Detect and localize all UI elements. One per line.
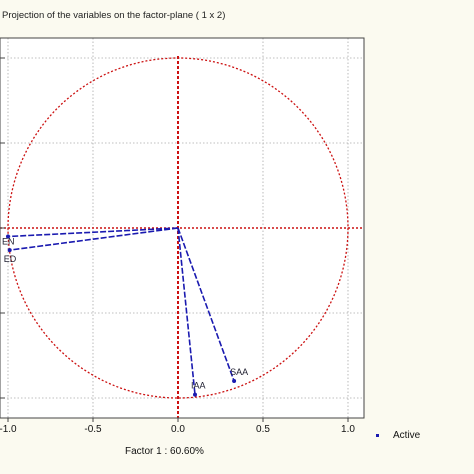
vector-ed	[9, 227, 179, 251]
point-label-en: EN	[2, 237, 15, 247]
point-saa	[232, 379, 237, 383]
chart-title: Projection of the variables on the facto…	[2, 10, 226, 21]
point-label-iaa: IAA	[191, 381, 206, 391]
point-iaa	[193, 392, 197, 397]
point-label-ed: ED	[4, 254, 17, 264]
vector-iaa	[177, 227, 196, 395]
vector-en	[7, 227, 179, 238]
legend-marker	[376, 433, 379, 437]
point-label-saa: SAA	[230, 367, 248, 377]
x-axis-label: Factor 1 : 60.60%	[125, 446, 204, 457]
point-en	[6, 234, 10, 239]
x-tick-label: 0.5	[256, 424, 270, 435]
legend-label: Active	[393, 430, 421, 441]
x-tick-label: 1.0	[341, 424, 355, 435]
x-tick-label: -0.5	[84, 424, 102, 435]
x-tick-label: 0.0	[171, 424, 185, 435]
x-tick-label: -1.0	[0, 424, 17, 435]
plot-frame	[0, 37, 365, 419]
vector-saa	[177, 227, 235, 382]
point-ed	[7, 248, 12, 253]
legend: Active	[376, 430, 420, 441]
